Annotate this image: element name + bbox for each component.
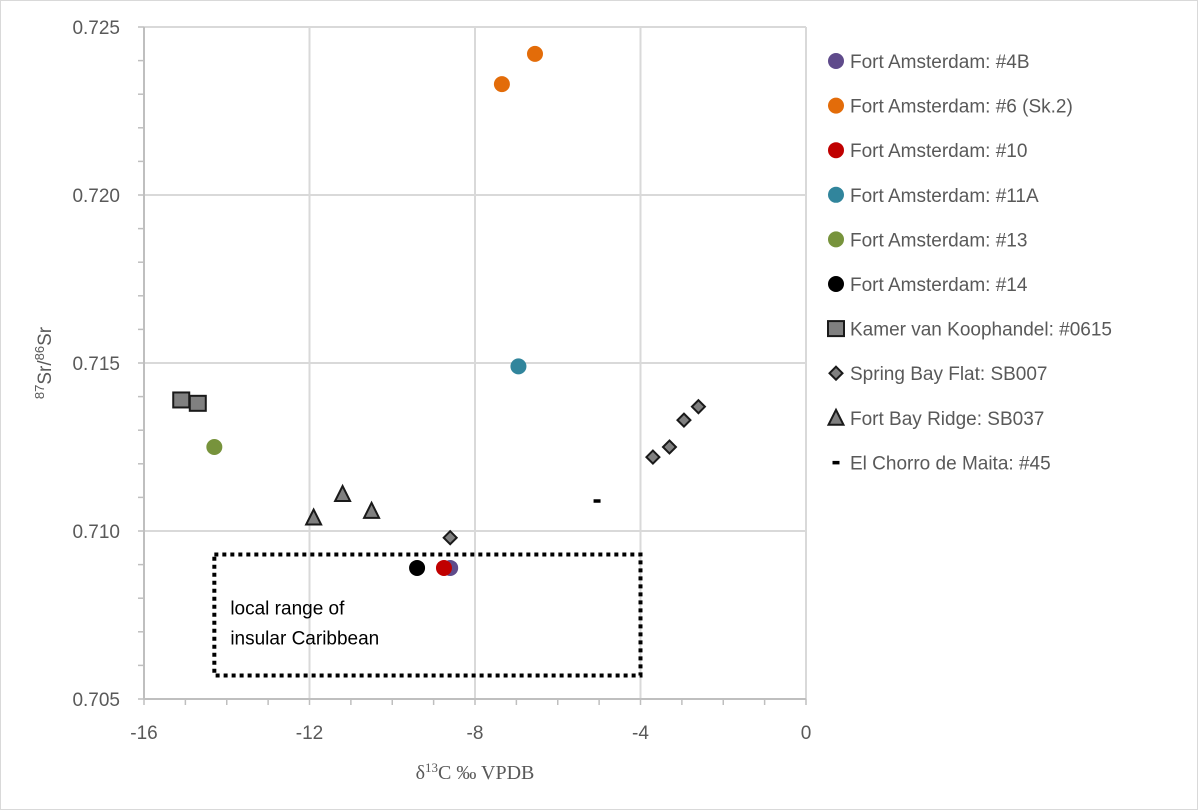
data-point xyxy=(526,45,543,62)
legend-marker xyxy=(827,320,845,338)
data-point xyxy=(661,439,678,455)
x-label-prefix: δ xyxy=(416,762,425,784)
legend-marker xyxy=(828,365,844,382)
legend-marker xyxy=(828,142,844,159)
x-tick-label: -8 xyxy=(467,723,484,744)
annotation-box: local range of insular Caribbean xyxy=(212,552,643,678)
y-tick-label: 0.710 xyxy=(72,522,120,543)
legend-label: Fort Amsterdam: #4B xyxy=(850,52,1030,73)
data-point xyxy=(435,559,452,576)
x-axis-label: δ13C ‰ VPDB xyxy=(416,760,535,785)
x-tick-label: -12 xyxy=(296,723,323,744)
data-points xyxy=(172,45,707,576)
data-point xyxy=(593,499,601,503)
y-tick-label: 0.705 xyxy=(72,690,120,711)
data-point xyxy=(442,529,459,546)
local-range-box xyxy=(212,552,643,678)
x-tick-labels: -16 -12 -8 -4 0 xyxy=(130,723,811,744)
data-point xyxy=(206,439,223,455)
data-point xyxy=(644,449,661,465)
legend-marker xyxy=(828,53,844,69)
data-point xyxy=(510,358,527,375)
legend-label: Fort Amsterdam: #6 (Sk.2) xyxy=(850,97,1073,118)
legend-label: Kamer van Koophandel: #0615 xyxy=(850,320,1112,341)
data-point xyxy=(333,483,352,503)
legend-label: Fort Bay Ridge: SB037 xyxy=(850,409,1044,430)
x-label-suffix: C ‰ VPDB xyxy=(438,762,534,784)
legend-marker xyxy=(828,231,844,248)
data-point xyxy=(188,394,207,412)
legend: Fort Amsterdam: #4B Fort Amsterdam: #6 (S… xyxy=(826,52,1112,474)
legend-marker xyxy=(828,97,844,114)
data-point xyxy=(362,500,381,519)
y-tick-label: 0.715 xyxy=(72,354,120,375)
annotation-label-line: local range of xyxy=(230,599,345,620)
y-label-sup1: 87 xyxy=(32,385,47,399)
x-tick-label: -16 xyxy=(130,723,157,744)
y-label-mid: Sr/ xyxy=(35,360,56,385)
legend-label: Fort Amsterdam: #10 xyxy=(850,141,1027,162)
y-label-sup2: 86 xyxy=(32,346,47,360)
axes xyxy=(138,26,807,705)
y-tick-label: 0.725 xyxy=(72,18,120,39)
y-axis-label: 87Sr/86Sr xyxy=(32,326,57,399)
x-tick-label: 0 xyxy=(801,723,812,744)
legend-marker xyxy=(828,186,844,203)
y-tick-label: 0.720 xyxy=(72,186,120,207)
legend-label: Spring Bay Flat: SB007 xyxy=(850,364,1048,385)
y-label-end: Sr xyxy=(35,326,56,346)
x-tick-label: -4 xyxy=(632,723,649,744)
annotation-label-line: insular Caribbean xyxy=(230,629,379,650)
legend-marker xyxy=(832,460,840,465)
data-point xyxy=(676,412,692,429)
x-label-sup: 13 xyxy=(425,760,438,775)
data-point xyxy=(304,507,323,526)
legend-label: El Chorro de Maita: #45 xyxy=(850,453,1051,474)
data-point xyxy=(172,391,191,409)
y-tick-labels: 0.705 0.710 0.715 0.720 0.725 xyxy=(72,18,120,711)
data-point xyxy=(690,398,707,415)
legend-label: Fort Amsterdam: #11A xyxy=(850,186,1039,207)
data-point xyxy=(409,559,426,576)
legend-label: Fort Amsterdam: #14 xyxy=(850,275,1028,296)
data-point xyxy=(493,76,510,93)
legend-marker xyxy=(828,276,844,292)
legend-label: Fort Amsterdam: #13 xyxy=(850,230,1027,251)
legend-marker xyxy=(826,407,846,426)
